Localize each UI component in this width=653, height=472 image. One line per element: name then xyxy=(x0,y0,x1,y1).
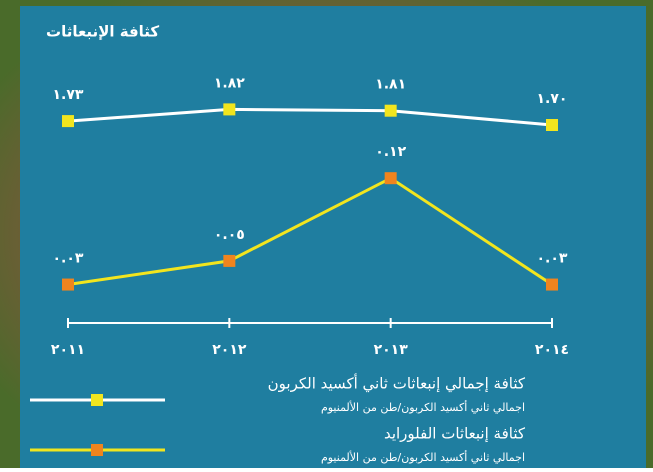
value-label: ١.٧٣ xyxy=(53,87,84,103)
value-label: ١.٧٠ xyxy=(537,91,568,107)
value-label: ٠.٠٣ xyxy=(537,251,568,267)
value-label: ١.٨٢ xyxy=(214,75,245,91)
x-tick-label: ٢٠١٢ xyxy=(212,342,247,358)
legend-label: كثافة إنبعاثات الفلورايد xyxy=(384,425,526,443)
legend-unit: اجمالي ثاني أكسيد الكربون/طن من الألمنيو… xyxy=(321,450,525,464)
marker xyxy=(385,172,397,184)
marker xyxy=(223,103,235,115)
chart-title: كثافة الإنبعاثات xyxy=(46,23,159,41)
value-label: ٠.٠٥ xyxy=(214,227,245,243)
marker xyxy=(62,279,74,291)
marker xyxy=(62,115,74,127)
chart: كثافة الإنبعاثات ٢٠١١ ٢٠١٢ ٢٠١٣ ٢٠١٤ ١.٧٣ ١.٨… xyxy=(0,0,653,468)
legend-marker xyxy=(91,394,103,406)
legend-marker xyxy=(91,444,103,456)
marker xyxy=(385,105,397,117)
legend-label: كثافة إجمالي إنبعاثات ثاني أكسيد الكربون xyxy=(268,374,526,394)
legend-unit: اجمالي ثاني أكسيد الكربون/طن من الألمنيو… xyxy=(321,400,525,414)
marker xyxy=(546,279,558,291)
value-label: ٠.٠٣ xyxy=(53,251,84,267)
x-tick-label: ٢٠١٣ xyxy=(374,342,409,358)
marker xyxy=(546,119,558,131)
value-label: ١.٨١ xyxy=(375,77,406,93)
x-tick-label: ٢٠١١ xyxy=(51,342,85,358)
x-tick-label: ٢٠١٤ xyxy=(535,342,569,358)
marker xyxy=(223,255,235,267)
value-label: ٠.١٢ xyxy=(375,144,406,160)
